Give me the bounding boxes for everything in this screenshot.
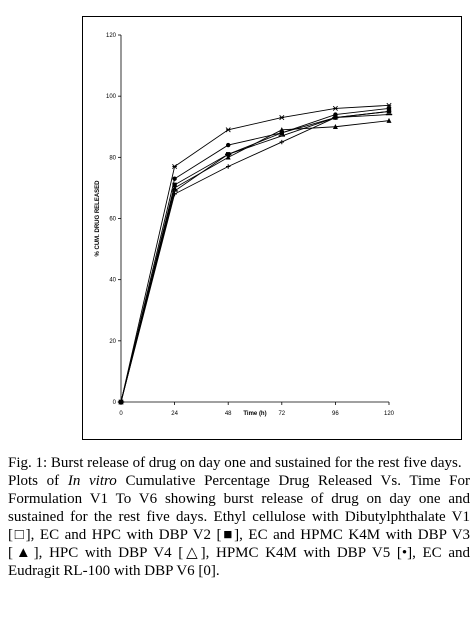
x-tick-label: 48 (225, 411, 232, 417)
data-point-square (279, 130, 284, 136)
data-point-triangle (225, 154, 231, 160)
y-tick-label: 20 (109, 339, 116, 345)
caption-body-text: Cumulative Percentage Drug Released Vs. … (8, 473, 470, 579)
data-point-star (225, 127, 231, 133)
data-point-star (172, 163, 178, 170)
chart-ticks: 0 20 40 60 80 100 120 0 24 48 72 96 120 (106, 33, 395, 417)
data-point-triangle (332, 124, 338, 129)
x-tick-label: 96 (332, 411, 339, 417)
data-point-plus (226, 164, 231, 169)
chart-series-markers (117, 102, 393, 405)
series-line-circle (120, 107, 390, 403)
data-point-triangle (386, 117, 392, 123)
data-point-triangle (279, 127, 285, 133)
data-point-plus (333, 115, 338, 120)
y-tick-label: 0 (113, 400, 117, 406)
chart-series-lines (120, 104, 390, 403)
line-chart: 0 20 40 60 80 100 120 0 24 48 72 96 120 Time (h) % C… (95, 33, 395, 417)
data-point-plus (386, 109, 392, 114)
data-point-star (332, 105, 338, 111)
y-tick-label: 120 (106, 33, 117, 39)
y-tick-label: 40 (109, 278, 116, 284)
data-point-plus (279, 139, 284, 145)
caption-in-vitro: In vitro (67, 473, 117, 489)
series-line-square (120, 111, 390, 403)
data-point-plus (118, 399, 124, 405)
y-tick-label: 80 (109, 155, 116, 161)
figure-frame: 0 20 40 60 80 100 120 0 24 48 72 96 120 Time (h) % C… (82, 16, 462, 440)
series-line-plus (120, 111, 390, 403)
caption-title: Fig. 1: Burst release of drug on day one… (8, 455, 462, 471)
data-point-circle (172, 176, 177, 181)
series-line-triangle (120, 120, 390, 403)
y-axis-title: % CUM. DRUG RELEASED (95, 180, 101, 257)
data-point-square (172, 182, 177, 188)
x-tick-label: 24 (171, 411, 178, 417)
y-tick-label: 100 (106, 94, 117, 100)
data-point-circle (226, 142, 231, 148)
x-tick-label: 72 (278, 411, 285, 417)
y-tick-label: 60 (109, 217, 116, 223)
caption-body-prefix: Plots of (8, 473, 68, 489)
series-line-star (120, 104, 390, 403)
x-tick-label: 0 (119, 411, 123, 417)
chart-axes (120, 35, 389, 403)
data-point-star (279, 115, 285, 121)
x-tick-label: 120 (384, 411, 395, 417)
x-axis-title: Time (h) (243, 411, 266, 417)
series-line-dash (120, 114, 390, 403)
data-point-triangle (172, 185, 178, 191)
data-point-plus (172, 191, 177, 197)
figure-caption: Fig. 1: Burst release of drug on day one… (8, 454, 470, 580)
caption-body: Plots of In vitro Cumulative Percentage … (8, 472, 470, 580)
